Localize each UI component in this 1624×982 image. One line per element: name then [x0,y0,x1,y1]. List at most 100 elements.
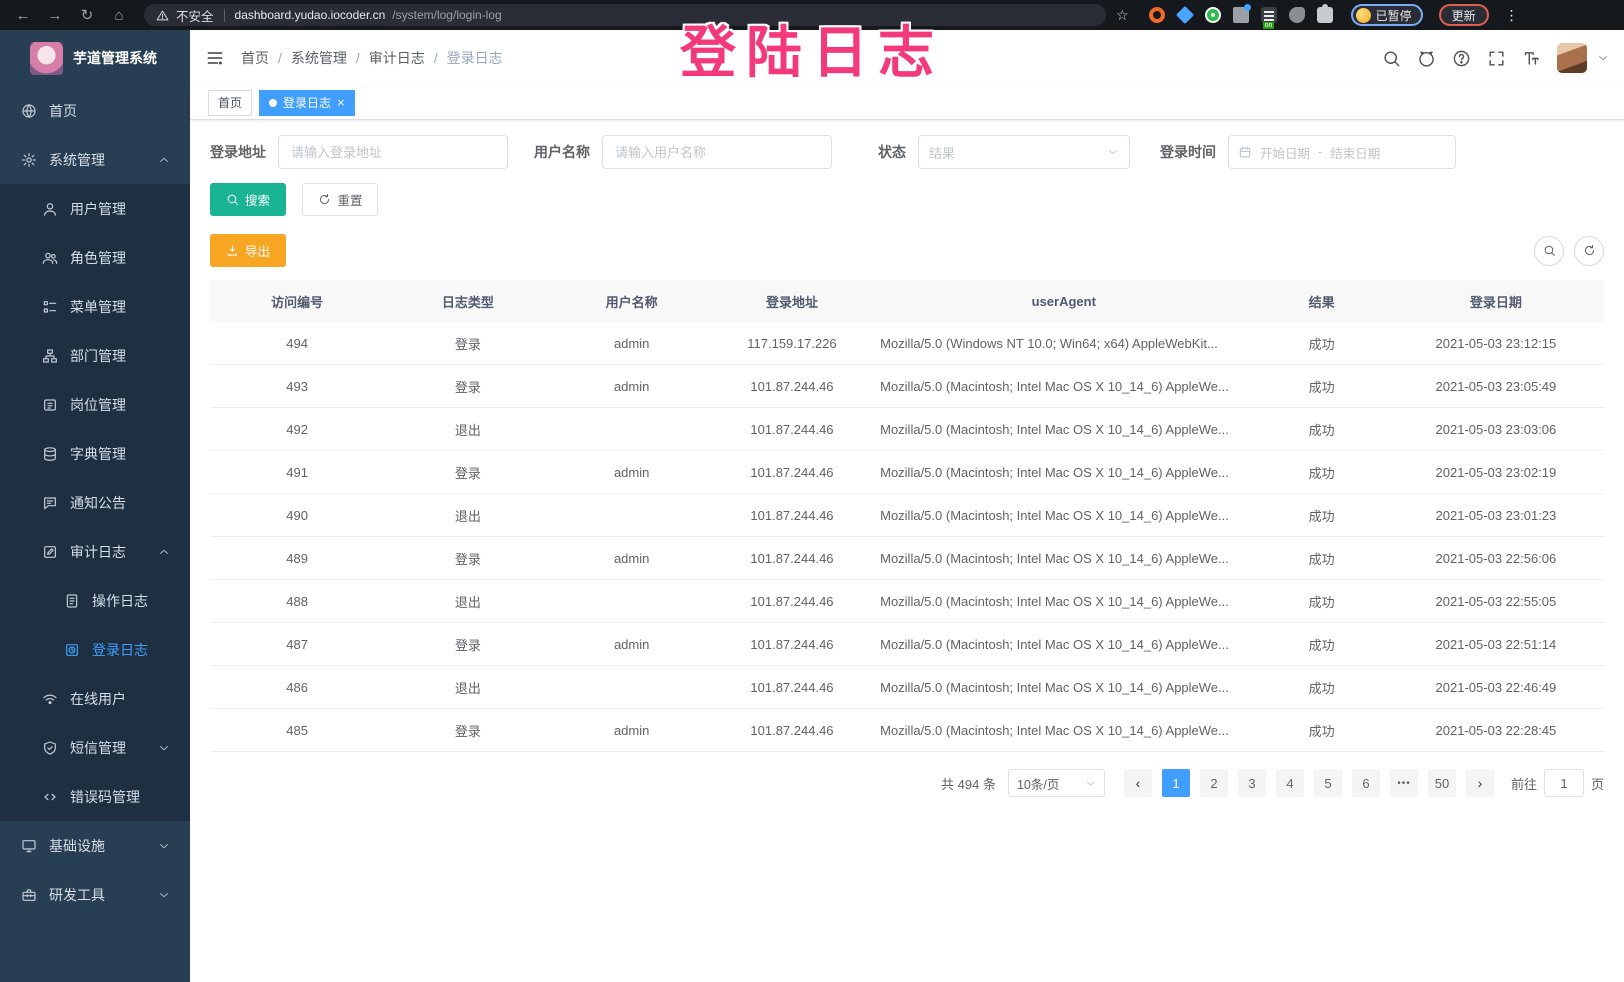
table-row: 491 登录 admin 101.87.244.46 Mozilla/5.0 (… [210,451,1604,494]
sidebar-item-infra[interactable]: 基础设施 [0,821,190,870]
sidebar-item-users[interactable]: 用户管理 [0,184,190,233]
sidebar-item-online-users[interactable]: 在线用户 [0,674,190,723]
logo-avatar [30,41,63,75]
extensions-puzzle-icon[interactable] [1316,4,1333,23]
cell-agent: Mozilla/5.0 (Macintosh; Intel Mac OS X 1… [880,679,1229,695]
next-page-button[interactable]: › [1465,769,1494,797]
id-badge-icon [42,397,58,413]
sidebar-item-error-codes[interactable]: 错误码管理 [0,772,190,821]
github-icon[interactable] [1417,49,1436,68]
extension-icon-orange[interactable] [1148,7,1165,23]
font-size-icon[interactable] [1522,49,1541,68]
col-header-date: 登录日期 [1469,294,1522,310]
avatar-caret-icon[interactable] [1597,52,1609,64]
total-count: 共 494 条 [941,776,996,792]
browser-update-button[interactable]: 更新 [1438,4,1489,26]
cell-date: 2021-05-03 23:12:15 [1435,335,1557,351]
cell-type: 退出 [454,594,481,610]
export-button[interactable]: 导出 [210,234,287,267]
toggle-search-button[interactable] [1534,235,1564,266]
status-select[interactable]: 结果 [918,135,1130,169]
sidebar-item-operation-log[interactable]: 操作日志 [0,576,190,625]
fullscreen-icon[interactable] [1487,49,1506,68]
extension-icon-leaf[interactable] [1288,7,1305,23]
cell-result: 成功 [1308,379,1335,395]
reset-button[interactable]: 重置 [302,183,379,216]
cell-date: 2021-05-03 22:28:45 [1435,722,1557,738]
status-label: 状态 [878,144,906,160]
sms-shield-icon [42,740,58,756]
search-button[interactable]: 搜索 [210,183,287,216]
table-row: 492 退出 101.87.244.46 Mozilla/5.0 (Macint… [210,408,1604,451]
export-label: 导出 [245,245,271,259]
sidebar-item-departments[interactable]: 部门管理 [0,331,190,380]
close-icon[interactable]: × [337,95,345,110]
browser-menu-icon[interactable]: ⋮ [1504,6,1519,23]
page-button-1[interactable]: 1 [1161,769,1190,797]
cell-result: 成功 [1308,637,1335,653]
announcement-icon [42,495,58,511]
cell-id: 490 [286,507,308,523]
bookmark-star-icon[interactable]: ☆ [1116,6,1129,23]
sidebar-item-menus[interactable]: 菜单管理 [0,282,190,331]
sidebar-item-login-log[interactable]: 登录日志 [0,625,190,674]
search-icon[interactable] [1382,49,1401,68]
extension-icon-proxy[interactable]: on [1260,7,1277,29]
extension-icon-grid[interactable] [1232,4,1251,23]
browser-reload-icon[interactable]: ↻ [80,7,94,24]
browser-forward-icon[interactable]: → [47,6,63,24]
sidebar-item-roles[interactable]: 角色管理 [0,233,190,282]
document-icon [64,593,80,609]
date-range-picker[interactable]: 开始日期 - 结束日期 [1228,135,1456,169]
cell-date: 2021-05-03 22:56:06 [1435,550,1557,566]
cell-agent: Mozilla/5.0 (Macintosh; Intel Mac OS X 1… [880,421,1229,437]
username-input[interactable] [602,135,832,169]
page-button-2[interactable]: 2 [1199,769,1228,797]
extension-icon-diamond[interactable] [1175,5,1194,25]
more-pages-button[interactable]: ••• [1389,769,1418,797]
refresh-table-button[interactable] [1574,235,1604,266]
cell-result: 成功 [1308,336,1335,352]
page-button-5[interactable]: 5 [1313,769,1342,797]
page-button-6[interactable]: 6 [1351,769,1380,797]
sidebar-item-system[interactable]: 系统管理 [0,135,190,184]
page-button-3[interactable]: 3 [1237,769,1266,797]
cell-id: 492 [286,421,308,437]
sidebar-item-label: 审计日志 [70,543,126,560]
tab-login-log[interactable]: 登录日志 × [259,89,355,116]
page-button-4[interactable]: 4 [1275,769,1304,797]
app-logo[interactable]: 芋道管理系统 [0,30,190,86]
sidebar-item-dict[interactable]: 字典管理 [0,429,190,478]
cell-date: 2021-05-03 23:03:06 [1435,421,1557,437]
address-bar[interactable]: 不安全 dashboard.yudao.iocoder.cn/system/lo… [144,4,1106,26]
cell-id: 489 [286,550,308,566]
login-address-input[interactable] [278,135,508,169]
sidebar-item-devtools[interactable]: 研发工具 [0,870,190,919]
cell-ip: 101.87.244.46 [750,507,834,523]
sidebar-item-notices[interactable]: 通知公告 [0,478,190,527]
breadcrumb-system[interactable]: 系统管理 [290,50,347,66]
sidebar-item-sms[interactable]: 短信管理 [0,723,190,772]
goto-page-input[interactable] [1543,769,1584,797]
hamburger-icon[interactable] [205,48,225,68]
sidebar-item-home[interactable]: 首页 [0,86,190,135]
sidebar-item-posts[interactable]: 岗位管理 [0,380,190,429]
breadcrumb-audit[interactable]: 审计日志 [368,50,425,66]
chevron-down-icon [1107,146,1119,158]
sidebar-item-label: 短信管理 [70,739,126,756]
breadcrumb-home[interactable]: 首页 [241,50,269,66]
prev-page-button[interactable]: ‹ [1123,769,1152,797]
help-icon[interactable] [1452,49,1471,68]
extension-icon-green[interactable] [1204,7,1221,23]
browser-back-icon[interactable]: ← [15,6,31,24]
calendar-icon [1238,145,1252,159]
browser-profile-button[interactable]: 已暂停 [1350,4,1423,26]
browser-home-icon[interactable]: ⌂ [114,6,124,24]
page-size-select[interactable]: 10条/页 [1007,769,1105,797]
profile-emoji-avatar [1355,7,1371,23]
page-button-50[interactable]: 50 [1427,769,1456,797]
tab-label: 首页 [218,96,243,110]
tab-home[interactable]: 首页 [208,89,253,116]
user-avatar[interactable] [1557,43,1587,73]
sidebar-item-audit-logs[interactable]: 审计日志 [0,527,190,576]
